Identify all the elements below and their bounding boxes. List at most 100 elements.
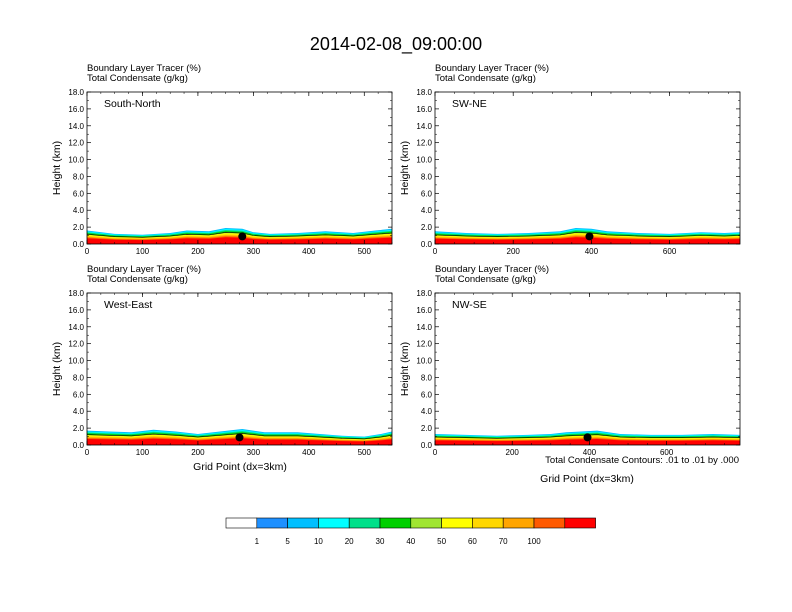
y-tick-label: 2.0 <box>73 424 85 433</box>
y-tick-label: 14.0 <box>68 323 84 332</box>
y-axis-label: Height (km) <box>51 141 63 195</box>
panel-south-north: Boundary Layer Tracer (%)Total Condensat… <box>51 63 393 256</box>
tracer-layer-9 <box>87 438 392 445</box>
y-tick-label: 16.0 <box>416 105 432 114</box>
y-tick-label: 10.0 <box>68 156 84 165</box>
x-tick-label: 400 <box>585 247 599 256</box>
colorbar-label: 60 <box>468 537 477 546</box>
y-tick-label: 18.0 <box>68 289 84 298</box>
colorbar-label: 10 <box>314 537 323 546</box>
colorbar-legend: 1 5 10 20 30 40 50 60 70 100 <box>225 517 596 546</box>
colorbar-label: 30 <box>376 537 385 546</box>
x-tick-label: 400 <box>302 247 316 256</box>
contour-note: Total Condensate Contours: .01 to .01 by… <box>545 455 739 466</box>
y-tick-label: 0.0 <box>421 441 433 450</box>
colorbar-swatch <box>410 517 442 529</box>
location-marker <box>238 232 247 241</box>
y-tick-label: 6.0 <box>421 189 433 198</box>
y-tick-label: 14.0 <box>68 122 84 131</box>
panel-header-tracer: Boundary Layer Tracer (%) <box>87 63 201 74</box>
y-tick-label: 16.0 <box>416 306 432 315</box>
x-axis-label-left: Grid Point (dx=3km) <box>193 461 287 473</box>
colorbar-swatch <box>472 517 504 529</box>
x-tick-label: 100 <box>136 448 150 457</box>
colorbar-swatch <box>533 517 566 529</box>
y-tick-label: 4.0 <box>421 407 433 416</box>
tracer-layer-9 <box>87 237 392 244</box>
panel-sw-ne: Boundary Layer Tracer (%)Total Condensat… <box>399 63 741 256</box>
x-tick-label: 300 <box>247 448 261 457</box>
x-tick-label: 100 <box>136 247 150 256</box>
panel-header-tracer: Boundary Layer Tracer (%) <box>435 264 549 275</box>
x-tick-label: 500 <box>358 448 372 457</box>
y-tick-label: 14.0 <box>416 122 432 131</box>
panel-frame <box>434 91 741 245</box>
colorbar-label: 5 <box>285 537 290 546</box>
panel-header-condensate: Total Condensate (g/kg) <box>435 274 536 285</box>
condensate-contour <box>435 434 740 439</box>
colorbar-swatch <box>287 517 319 529</box>
y-tick-label: 6.0 <box>73 390 85 399</box>
colorbar-label: 40 <box>406 537 415 546</box>
y-tick-label: 18.0 <box>68 88 84 97</box>
x-axis-label-right: Grid Point (dx=3km) <box>540 473 634 485</box>
y-tick-label: 4.0 <box>73 407 85 416</box>
x-tick-label: 600 <box>660 448 674 457</box>
y-axis-label: Height (km) <box>399 342 411 396</box>
y-tick-label: 12.0 <box>416 340 432 349</box>
x-tick-label: 200 <box>191 448 205 457</box>
colorbar-swatch <box>379 517 412 529</box>
x-tick-label: 600 <box>663 247 677 256</box>
tracer-layer-9 <box>435 237 740 244</box>
y-axis-label: Height (km) <box>399 141 411 195</box>
colorbar-label: 50 <box>437 537 446 546</box>
colorbar-swatch <box>318 517 350 529</box>
y-tick-label: 0.0 <box>421 240 433 249</box>
y-tick-label: 4.0 <box>73 206 85 215</box>
x-tick-label: 200 <box>191 247 205 256</box>
y-tick-label: 2.0 <box>73 223 85 232</box>
panel-header-condensate: Total Condensate (g/kg) <box>435 73 536 84</box>
y-tick-label: 2.0 <box>421 223 433 232</box>
y-tick-label: 8.0 <box>421 373 433 382</box>
x-tick-label: 400 <box>302 448 316 457</box>
condensate-contour <box>87 433 392 440</box>
colorbar-swatch <box>256 517 288 529</box>
x-tick-label: 0 <box>433 448 438 457</box>
y-tick-label: 0.0 <box>73 240 85 249</box>
y-tick-label: 12.0 <box>68 139 84 148</box>
y-tick-label: 8.0 <box>73 373 85 382</box>
colorbar-swatch <box>348 517 381 529</box>
x-tick-label: 0 <box>85 247 90 256</box>
panel-header-tracer: Boundary Layer Tracer (%) <box>87 264 201 275</box>
colorbar-label: 1 <box>255 537 260 546</box>
colorbar-swatch <box>225 517 258 529</box>
y-tick-label: 18.0 <box>416 88 432 97</box>
panel-header-condensate: Total Condensate (g/kg) <box>87 73 188 84</box>
colorbar-label: 100 <box>527 537 541 546</box>
x-tick-label: 300 <box>247 247 261 256</box>
colorbar-swatch <box>564 517 596 529</box>
y-tick-label: 8.0 <box>421 172 433 181</box>
location-marker <box>585 232 594 241</box>
panel-west-east: Boundary Layer Tracer (%)Total Condensat… <box>51 264 393 457</box>
y-tick-label: 10.0 <box>68 357 84 366</box>
y-tick-label: 10.0 <box>416 357 432 366</box>
y-tick-label: 12.0 <box>416 139 432 148</box>
y-tick-label: 18.0 <box>416 289 432 298</box>
panel-header-tracer: Boundary Layer Tracer (%) <box>435 63 549 74</box>
panel-frame <box>434 292 741 446</box>
x-tick-label: 200 <box>507 247 521 256</box>
y-tick-label: 10.0 <box>416 156 432 165</box>
panel-header-condensate: Total Condensate (g/kg) <box>87 274 188 285</box>
x-tick-label: 200 <box>506 448 520 457</box>
y-tick-label: 12.0 <box>68 340 84 349</box>
main-title: 2014-02-08_09:00:00 <box>310 34 482 55</box>
panel-label: NW-SE <box>452 299 487 311</box>
panel-frame <box>86 91 393 245</box>
panels: Boundary Layer Tracer (%)Total Condensat… <box>51 63 741 457</box>
y-tick-label: 6.0 <box>73 189 85 198</box>
colorbar-swatch <box>441 517 473 529</box>
x-tick-label: 400 <box>583 448 597 457</box>
